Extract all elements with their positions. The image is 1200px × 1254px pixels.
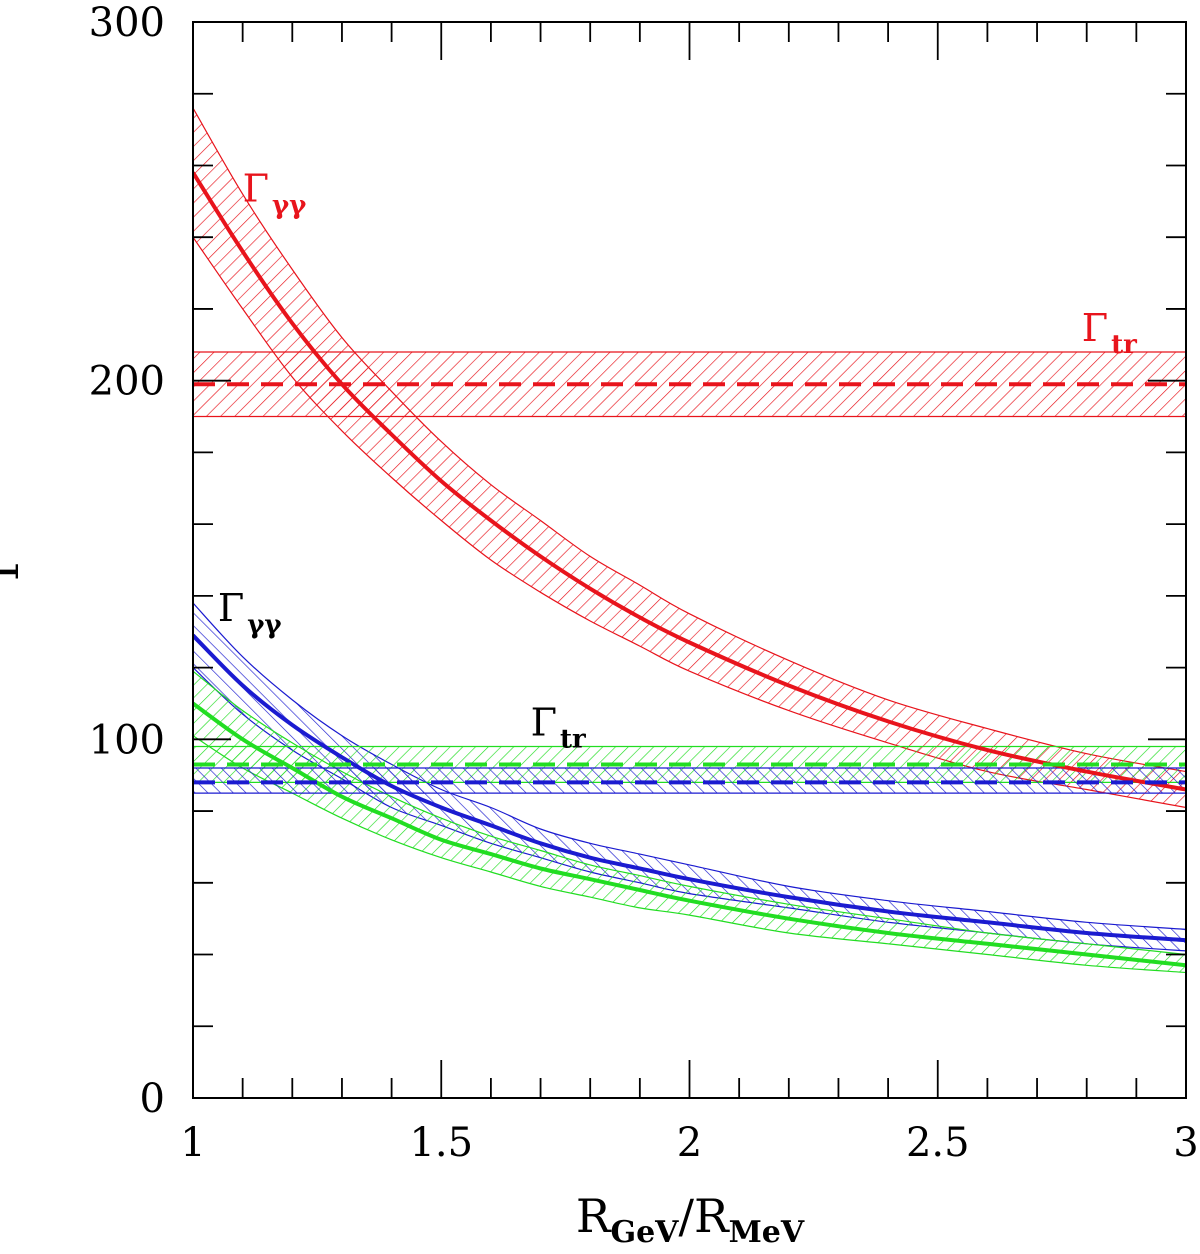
x-tick-label: 3 xyxy=(1173,1120,1198,1166)
y-tick-label: 300 xyxy=(89,0,165,46)
x-axis-label-r1: R xyxy=(576,1189,612,1243)
label-black-gamma-gamma-main: Γ xyxy=(218,586,244,630)
y-axis-label: Γ xyxy=(0,549,29,581)
red-gamma-gamma-curve-band xyxy=(193,106,1186,809)
x-tick-label: 2 xyxy=(677,1120,702,1166)
green-gamma-gamma-curve xyxy=(193,701,1186,968)
x-tick-label: 1 xyxy=(180,1120,205,1166)
red-gamma-gamma-curve xyxy=(193,171,1186,792)
label-red-gamma-tr-main: Γ xyxy=(1082,306,1108,350)
x-axis-label: RGeV/RMeV xyxy=(576,1189,805,1250)
label-black-gamma-gamma-sub: γγ xyxy=(247,610,282,640)
label-red-gamma-gamma-sub: γγ xyxy=(272,190,307,220)
series-lines xyxy=(193,171,1186,968)
y-tick-label: 200 xyxy=(89,359,165,405)
x-tick-label: 1.5 xyxy=(409,1120,473,1166)
y-tick-label: 100 xyxy=(89,717,165,763)
label-black-gamma-tr-sub: tr xyxy=(560,725,586,755)
y-tick-label: 0 xyxy=(140,1076,165,1122)
x-axis-label-sub1: GeV xyxy=(610,1215,679,1250)
axis-tick-labels: 1 1.5 2 2.5 3 0 100 200 300 xyxy=(89,0,1199,1166)
axis-ticks xyxy=(192,21,1187,1099)
x-axis-label-sub2: MeV xyxy=(729,1215,805,1250)
x-axis-label-slash: / xyxy=(678,1189,694,1243)
uncertainty-bands xyxy=(193,106,1186,974)
label-red-gamma-gamma-main: Γ xyxy=(243,166,269,210)
blue-gamma-gamma-curve xyxy=(193,633,1186,943)
label-black-gamma-tr-main: Γ xyxy=(531,701,557,745)
x-axis-label-r2: R xyxy=(694,1189,730,1243)
label-red-gamma-tr-sub: tr xyxy=(1111,330,1137,360)
x-tick-label: 2.5 xyxy=(906,1120,970,1166)
green-gamma-gamma-curve-band xyxy=(193,670,1186,974)
